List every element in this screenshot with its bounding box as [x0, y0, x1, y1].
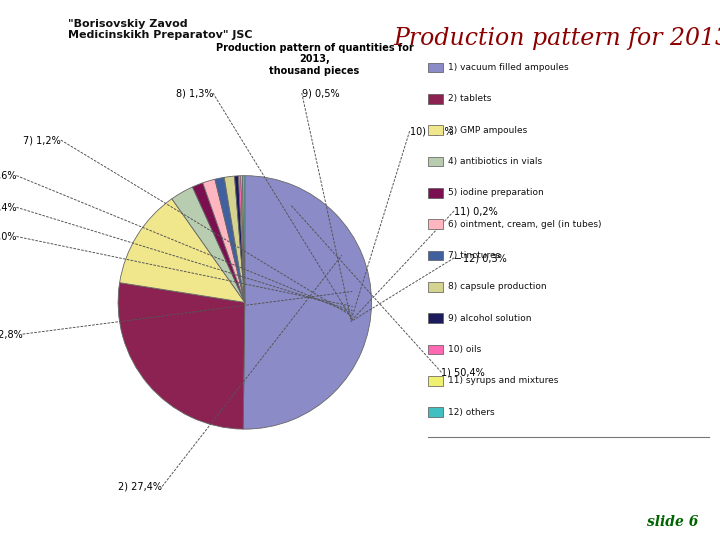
Text: slide 6: slide 6: [647, 515, 698, 529]
Text: 2) 27,4%: 2) 27,4%: [118, 481, 163, 491]
Wedge shape: [243, 176, 372, 429]
Text: 10) 0,3%: 10) 0,3%: [410, 126, 453, 136]
Text: 5) iodine preparation: 5) iodine preparation: [448, 188, 544, 197]
Wedge shape: [238, 176, 245, 302]
Text: 9) alcohol solution: 9) alcohol solution: [448, 314, 531, 322]
Text: 3) GMP ampoules: 3) GMP ampoules: [448, 126, 527, 134]
Wedge shape: [224, 176, 245, 302]
Text: 1) vacuum filled ampoules: 1) vacuum filled ampoules: [448, 63, 569, 72]
Text: 7) 1,2%: 7) 1,2%: [23, 135, 61, 145]
Text: Production pattern for 2013: Production pattern for 2013: [393, 27, 720, 50]
Text: 3) 12,8%: 3) 12,8%: [0, 329, 23, 339]
Text: 8) capsule production: 8) capsule production: [448, 282, 546, 291]
Wedge shape: [240, 176, 245, 302]
Text: 12) others: 12) others: [448, 408, 495, 416]
Text: 2) tablets: 2) tablets: [448, 94, 491, 103]
Text: 8) 1,3%: 8) 1,3%: [176, 89, 213, 98]
Text: 5) 1,4%: 5) 1,4%: [0, 202, 17, 212]
Wedge shape: [235, 176, 245, 302]
Text: 1) 50,4%: 1) 50,4%: [441, 367, 485, 377]
Text: 6) ointment, cream, gel (in tubes): 6) ointment, cream, gel (in tubes): [448, 220, 601, 228]
Wedge shape: [118, 282, 245, 429]
Text: 4) 3,0%: 4) 3,0%: [0, 232, 17, 241]
Text: Production pattern of quantities for
2013,
thousand pieces: Production pattern of quantities for 201…: [215, 43, 413, 76]
Wedge shape: [203, 179, 245, 302]
Wedge shape: [172, 187, 245, 302]
Wedge shape: [243, 176, 245, 302]
Wedge shape: [120, 199, 245, 302]
Text: 4) antibiotics in vials: 4) antibiotics in vials: [448, 157, 542, 166]
Text: 11) 0,2%: 11) 0,2%: [454, 206, 498, 216]
Text: 10) oils: 10) oils: [448, 345, 481, 354]
Text: "Borisovskiy Zavod
Medicinskikh Preparatov" JSC: "Borisovskiy Zavod Medicinskikh Preparat…: [68, 19, 253, 40]
Wedge shape: [192, 183, 245, 302]
Wedge shape: [215, 177, 245, 302]
Text: 9) 0,5%: 9) 0,5%: [302, 89, 339, 98]
Text: 7) tinctures: 7) tinctures: [448, 251, 500, 260]
Text: 11) syrups and mixtures: 11) syrups and mixtures: [448, 376, 558, 385]
Text: 6) 1,6%: 6) 1,6%: [0, 171, 17, 181]
Text: ─ 12) 0,3%: ─ 12) 0,3%: [454, 253, 507, 263]
